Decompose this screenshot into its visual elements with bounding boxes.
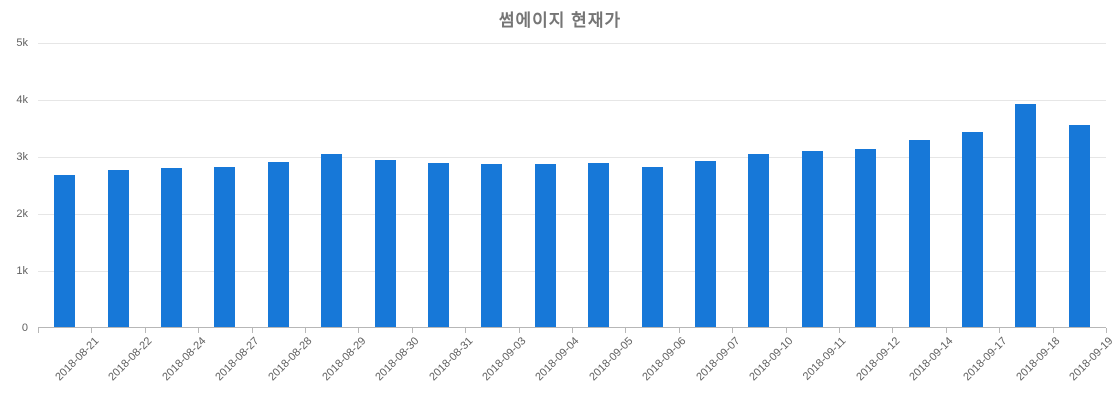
- y-axis-label: 2k: [16, 208, 28, 220]
- plot-area: 0 1k 2k 3k 4k 5k 2018-08-21 2018-08-22 2018-08-2…: [16, 37, 1115, 383]
- bar-2018-08-27[interactable]: [214, 167, 236, 327]
- bar-2018-09-18[interactable]: [1015, 103, 1037, 327]
- bar-2018-09-03[interactable]: [481, 163, 503, 327]
- x-axis-tick: [38, 328, 39, 333]
- x-axis-tick: [572, 328, 573, 333]
- bar-2018-08-31[interactable]: [428, 162, 449, 327]
- x-axis-tick: [625, 328, 627, 333]
- bar-2018-09-10[interactable]: [748, 154, 770, 327]
- x-axis-tick: [839, 328, 840, 333]
- y-axis-label: 3k: [16, 151, 28, 163]
- gridline-2k: [38, 214, 1106, 215]
- x-axis-tick: [732, 328, 734, 333]
- x-axis-tick: [144, 328, 146, 333]
- bar-2018-08-29[interactable]: [321, 154, 343, 327]
- y-axis-label: 4k: [16, 94, 28, 106]
- bar-2018-09-19[interactable]: [1068, 125, 1090, 327]
- gridline-4k: [38, 100, 1106, 101]
- bar-2018-08-24[interactable]: [161, 167, 182, 327]
- x-axis-tick: [892, 328, 894, 333]
- gridline-1k: [38, 271, 1106, 272]
- x-axis-tick: [785, 328, 787, 333]
- x-axis-tick: [999, 328, 1001, 333]
- x-axis-tick: [251, 328, 253, 333]
- bar-2018-09-11[interactable]: [801, 150, 823, 327]
- x-axis-tick: [678, 328, 680, 333]
- x-axis-tick: [465, 328, 467, 333]
- bar-2018-09-04[interactable]: [534, 163, 556, 327]
- x-axis-tick: [411, 328, 413, 333]
- x-axis-tick: [945, 328, 947, 333]
- x-axis-tick: [1106, 328, 1107, 333]
- bar-2018-09-12[interactable]: [855, 149, 877, 327]
- gridline-5k: [38, 43, 1106, 44]
- bar-2018-09-05[interactable]: [588, 162, 610, 327]
- bar-2018-08-30[interactable]: [374, 160, 396, 327]
- x-axis-tick: [1052, 328, 1054, 333]
- x-axis-label: 2018-08-21: [52, 335, 102, 384]
- bar-2018-09-07[interactable]: [695, 160, 716, 327]
- x-axis-tick: [358, 328, 360, 333]
- bar-2018-08-21[interactable]: [54, 174, 76, 327]
- y-axis-label: 1k: [16, 265, 28, 277]
- y-axis-label: 5k: [16, 37, 28, 49]
- bar-2018-09-17[interactable]: [962, 131, 983, 327]
- x-axis-tick: [518, 328, 520, 333]
- bar-2018-09-06[interactable]: [641, 167, 663, 327]
- x-axis-line: [38, 327, 1106, 328]
- bar-2018-08-22[interactable]: [107, 169, 129, 327]
- x-axis-tick: [198, 328, 200, 333]
- bar-2018-08-28[interactable]: [267, 162, 289, 327]
- gridline-3k: [38, 157, 1106, 158]
- y-axis-label: 0: [21, 322, 28, 334]
- x-axis-tick: [305, 328, 306, 333]
- chart-title: 썸에이지 현재가: [498, 11, 622, 30]
- bar-2018-09-14[interactable]: [908, 140, 930, 327]
- x-axis-tick: [91, 328, 93, 333]
